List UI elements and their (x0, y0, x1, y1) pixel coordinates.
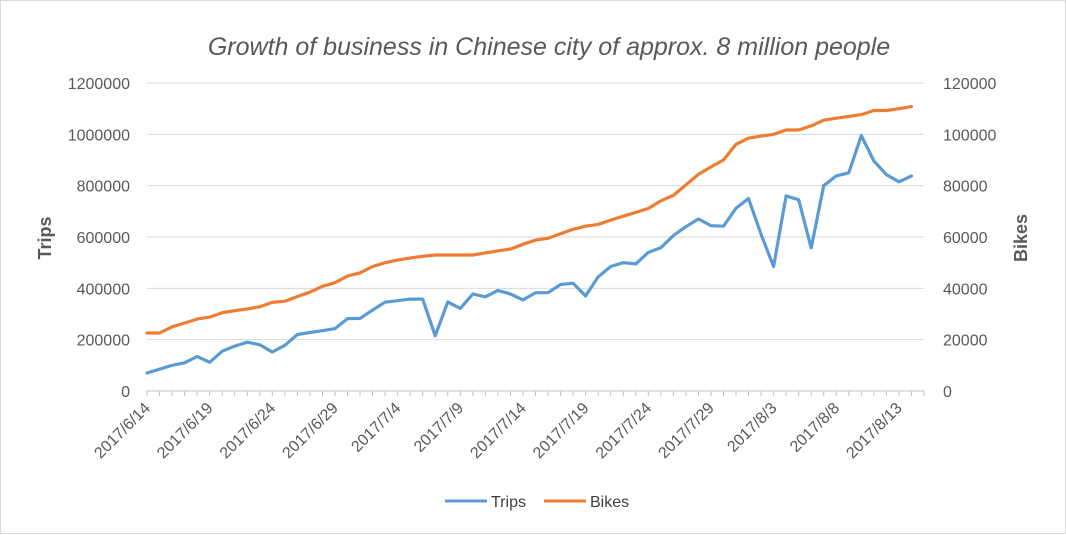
left-axis-ticks: 0 200000 400000 600000 800000 1000000 1200000 (68, 76, 130, 401)
x-tick-label: 2017/6/29 (279, 400, 341, 462)
right-tick-label: 120000 (943, 76, 996, 93)
x-tick-label: 2017/7/4 (348, 400, 404, 456)
legend: Trips Bikes (445, 494, 629, 511)
series-layer (145, 104, 914, 375)
right-axis-ticks: 0 20000 40000 60000 80000 100000 120000 (943, 76, 996, 401)
left-axis-title: Trips (35, 216, 55, 259)
x-tick-label: 2017/7/9 (411, 400, 467, 456)
right-tick-label: 80000 (943, 179, 988, 196)
x-tick-label: 2017/8/3 (724, 400, 780, 456)
gridlines (147, 82, 924, 392)
legend-label-trips: Trips (491, 494, 526, 511)
x-tick-label: 2017/8/8 (787, 400, 843, 456)
right-tick-label: 100000 (943, 127, 996, 144)
right-tick-label: 40000 (943, 281, 988, 298)
chart-title: Growth of business in Chinese city of ap… (208, 33, 890, 61)
left-tick-label: 800000 (77, 179, 130, 196)
legend-label-bikes: Bikes (590, 494, 629, 511)
x-axis-ticks: 2017/6/14 2017/6/19 2017/6/24 2017/6/29 2017… (91, 391, 925, 462)
x-tick-label: 2017/6/14 (91, 400, 153, 462)
left-tick-label: 1200000 (68, 76, 130, 93)
left-tick-label: 1000000 (68, 127, 130, 144)
x-tick-label: 2017/6/19 (154, 400, 216, 462)
series-line-bikes (145, 104, 914, 335)
right-tick-label: 20000 (943, 333, 988, 350)
x-tick-label: 2017/7/24 (593, 400, 655, 462)
x-tick-label: 2017/7/14 (467, 400, 529, 462)
x-tick-label: 2017/7/29 (655, 400, 717, 462)
left-tick-label: 0 (121, 384, 130, 401)
left-tick-label: 400000 (77, 281, 130, 298)
series-line-trips (145, 134, 914, 375)
x-tick-label: 2017/7/19 (530, 400, 592, 462)
left-tick-label: 200000 (77, 333, 130, 350)
right-tick-label: 60000 (943, 230, 988, 247)
right-axis-title: Bikes (1011, 214, 1031, 262)
x-tick-label: 2017/8/13 (843, 400, 905, 462)
x-tick-label: 2017/6/24 (217, 400, 279, 462)
right-tick-label: 0 (943, 384, 952, 401)
left-tick-label: 600000 (77, 230, 130, 247)
